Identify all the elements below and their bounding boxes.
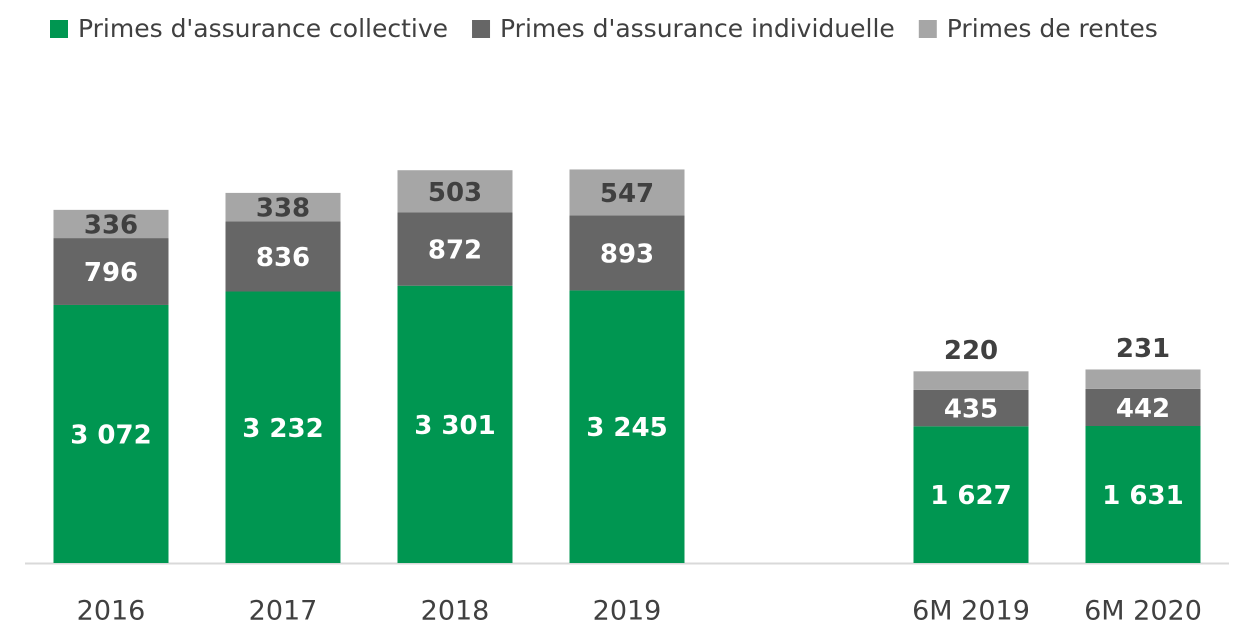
data-label: 1 627: [930, 481, 1011, 511]
bar-segment: [569, 215, 685, 291]
bar-segment: [225, 192, 341, 222]
data-label: 231: [1116, 334, 1170, 364]
bar-segment: [397, 285, 513, 563]
data-label: 893: [600, 239, 654, 269]
x-tick-label: 6M 2020: [1084, 596, 1202, 625]
bar-segment: [397, 212, 513, 286]
legend-swatch: [918, 20, 937, 38]
data-label: 220: [944, 336, 998, 366]
bar-segment: [913, 371, 1029, 390]
bar-segment: [569, 290, 685, 563]
legend-swatch: [472, 20, 491, 38]
data-label: 547: [600, 179, 654, 209]
bar-segment: [913, 389, 1029, 427]
bar-segment: [569, 169, 685, 216]
data-label: 435: [944, 395, 998, 425]
bar-segment: [1085, 369, 1201, 389]
bar-segment: [225, 221, 341, 292]
data-label: 503: [428, 178, 482, 208]
bar-segment: [913, 426, 1029, 563]
data-label: 442: [1116, 394, 1170, 424]
x-tick-label: 2019: [593, 596, 662, 625]
data-label: 872: [428, 236, 482, 266]
data-label: 1 631: [1102, 481, 1183, 511]
bar-segment: [53, 238, 169, 305]
legend-swatch: [50, 20, 68, 38]
data-label: 336: [84, 210, 138, 240]
bar-segment: [1085, 388, 1201, 426]
data-label: 796: [84, 258, 138, 288]
data-label: 338: [256, 194, 310, 224]
x-tick-label: 2017: [249, 596, 318, 625]
data-label: 3 301: [414, 411, 495, 441]
x-tick-label: 2018: [421, 596, 490, 625]
data-label: 3 245: [586, 413, 667, 443]
bar-segment: [397, 170, 513, 213]
x-tick-label: 2016: [77, 596, 146, 625]
data-label: 3 072: [70, 420, 151, 450]
data-label: 3 232: [242, 414, 323, 444]
bar-segment: [53, 304, 169, 563]
data-label: 836: [256, 243, 310, 273]
bar-segment: [1085, 425, 1201, 563]
bar-segment: [225, 291, 341, 563]
legend-label: Primes de rentes: [947, 14, 1158, 43]
x-tick-label: 6M 2019: [912, 596, 1030, 625]
legend-label: Primes d'assurance collective: [78, 14, 448, 43]
bar-segment: [53, 209, 169, 239]
legend-label: Primes d'assurance individuelle: [500, 14, 895, 43]
